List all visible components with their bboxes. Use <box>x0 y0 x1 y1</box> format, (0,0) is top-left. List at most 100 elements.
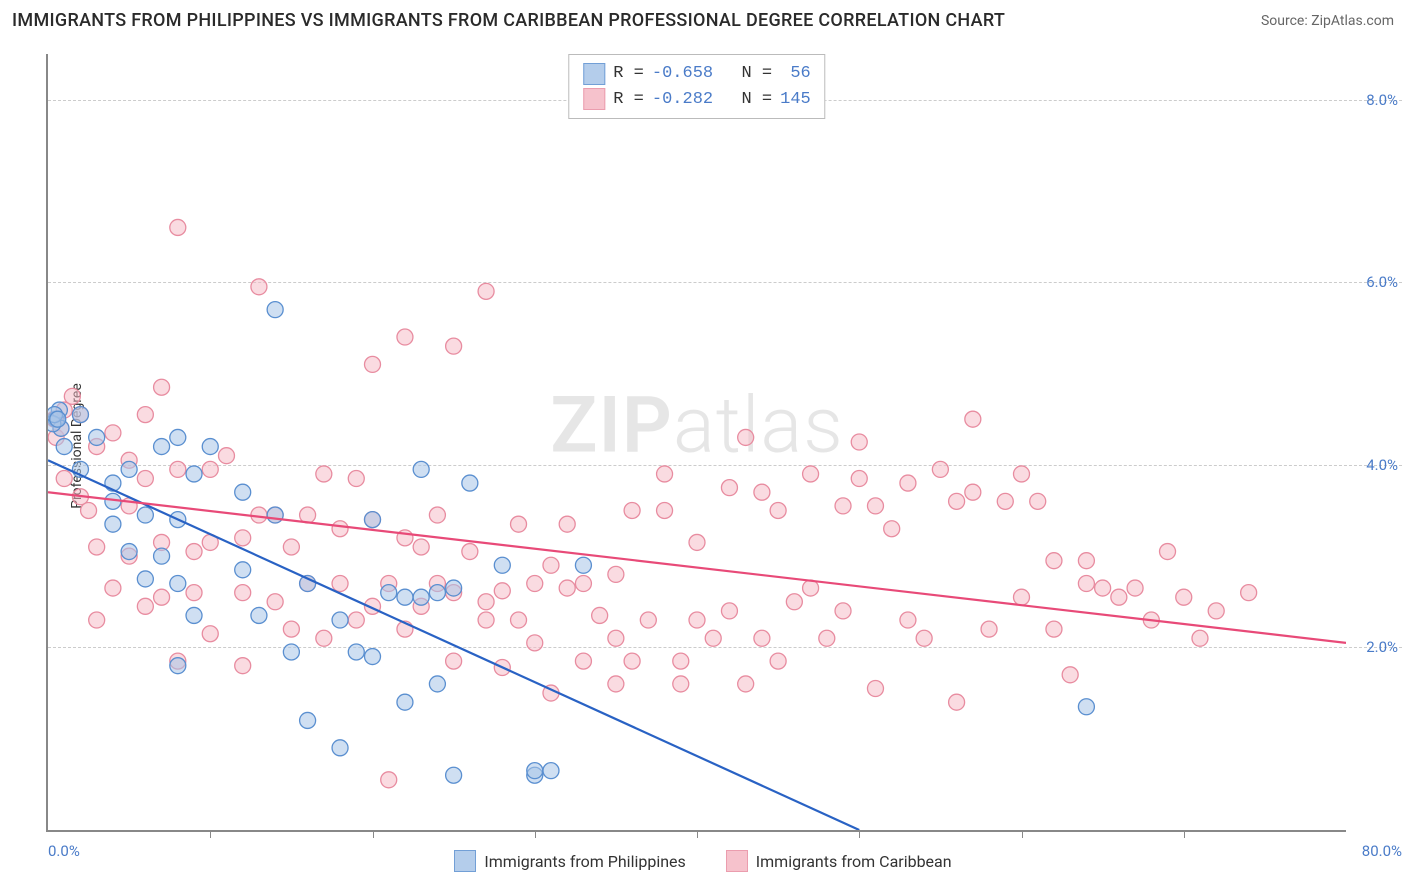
scatter-point <box>186 466 202 482</box>
scatter-point <box>365 356 381 372</box>
legend-swatch-caribbean <box>726 850 748 872</box>
scatter-point <box>72 407 88 423</box>
scatter-point <box>884 521 900 537</box>
scatter-point <box>738 676 754 692</box>
scatter-point <box>202 439 218 455</box>
scatter-point <box>137 471 153 487</box>
scatter-point <box>1127 580 1143 596</box>
plot-svg <box>48 54 1346 830</box>
scatter-point <box>867 680 883 696</box>
scatter-point <box>754 630 770 646</box>
scatter-point <box>397 589 413 605</box>
scatter-point <box>965 484 981 500</box>
scatter-point <box>332 521 348 537</box>
title-bar: IMMIGRANTS FROM PHILIPPINES VS IMMIGRANT… <box>12 10 1394 31</box>
scatter-point <box>121 461 137 477</box>
scatter-point <box>170 461 186 477</box>
scatter-point <box>1192 630 1208 646</box>
r-value-caribbean: -0.282 <box>652 87 713 113</box>
scatter-point <box>575 576 591 592</box>
n-value-caribbean: 145 <box>780 87 811 113</box>
scatter-point <box>559 580 575 596</box>
scatter-point <box>267 594 283 610</box>
scatter-point <box>105 580 121 596</box>
scatter-point <box>365 649 381 665</box>
scatter-point <box>689 612 705 628</box>
scatter-point <box>1062 667 1078 683</box>
scatter-point <box>819 630 835 646</box>
scatter-point <box>413 589 429 605</box>
scatter-point <box>900 475 916 491</box>
swatch-philippines <box>583 63 605 85</box>
legend-label-philippines: Immigrants from Philippines <box>484 852 685 871</box>
scatter-point <box>543 557 559 573</box>
legend-item-caribbean: Immigrants from Caribbean <box>726 850 952 872</box>
scatter-point <box>543 763 559 779</box>
scatter-point <box>462 475 478 491</box>
scatter-point <box>1078 699 1094 715</box>
scatter-point <box>851 434 867 450</box>
scatter-point <box>965 411 981 427</box>
scatter-point <box>56 439 72 455</box>
scatter-point <box>770 502 786 518</box>
x-tick <box>859 830 860 838</box>
scatter-point <box>283 621 299 637</box>
scatter-point <box>202 461 218 477</box>
scatter-point <box>365 512 381 528</box>
scatter-point <box>397 694 413 710</box>
scatter-point <box>89 429 105 445</box>
scatter-point <box>316 630 332 646</box>
scatter-point <box>397 329 413 345</box>
scatter-point <box>786 594 802 610</box>
scatter-point <box>478 594 494 610</box>
scatter-point <box>413 539 429 555</box>
scatter-point <box>413 461 429 477</box>
scatter-point <box>478 283 494 299</box>
scatter-point <box>916 630 932 646</box>
source-label: Source: ZipAtlas.com <box>1261 13 1394 29</box>
x-tick <box>210 830 211 838</box>
stats-row-philippines: R = -0.658 N = 56 <box>583 61 810 87</box>
scatter-point <box>575 557 591 573</box>
scatter-point <box>251 607 267 623</box>
x-tick <box>1022 830 1023 838</box>
scatter-point <box>446 338 462 354</box>
x-tick <box>1184 830 1185 838</box>
scatter-point <box>462 544 478 560</box>
scatter-point <box>608 630 624 646</box>
scatter-point <box>738 429 754 445</box>
scatter-point <box>559 516 575 532</box>
scatter-point <box>251 279 267 295</box>
scatter-point <box>1014 466 1030 482</box>
legend-swatch-philippines <box>454 850 476 872</box>
r-value-philippines: -0.658 <box>652 61 713 87</box>
scatter-point <box>705 630 721 646</box>
scatter-point <box>689 534 705 550</box>
scatter-point <box>511 516 527 532</box>
scatter-point <box>1176 589 1192 605</box>
scatter-point <box>1014 589 1030 605</box>
scatter-point <box>137 598 153 614</box>
scatter-point <box>300 712 316 728</box>
y-tick-label: 2.0% <box>1366 638 1398 656</box>
scatter-point <box>932 461 948 477</box>
scatter-point <box>137 407 153 423</box>
scatter-point <box>381 772 397 788</box>
scatter-point <box>137 507 153 523</box>
swatch-caribbean <box>583 88 605 110</box>
scatter-point <box>900 612 916 628</box>
scatter-point <box>446 580 462 596</box>
plot-area: ZIPatlas R = -0.658 N = 56 R = -0.282 N … <box>46 54 1346 832</box>
scatter-point <box>721 480 737 496</box>
scatter-point <box>673 653 689 669</box>
scatter-point <box>608 566 624 582</box>
scatter-point <box>332 576 348 592</box>
scatter-point <box>478 612 494 628</box>
scatter-point <box>657 466 673 482</box>
scatter-point <box>721 603 737 619</box>
stats-row-caribbean: R = -0.282 N = 145 <box>583 87 810 113</box>
scatter-point <box>803 580 819 596</box>
legend-item-philippines: Immigrants from Philippines <box>454 850 685 872</box>
scatter-point <box>56 471 72 487</box>
scatter-point <box>235 484 251 500</box>
